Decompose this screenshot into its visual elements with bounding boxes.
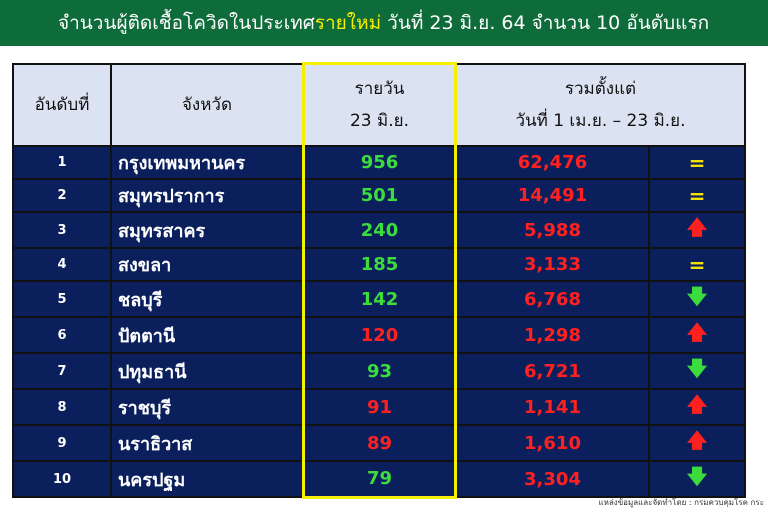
rank-cell: 4 <box>12 247 112 282</box>
province-cell: กรุงเทพมหานคร <box>110 145 305 180</box>
rank-cell: 5 <box>12 280 112 318</box>
daily-cell: 142 <box>302 280 457 318</box>
trend-equal-icon: = <box>648 145 746 180</box>
trend-up-icon: 🡅 <box>648 316 746 354</box>
ranking-table: อันดับที่ จังหวัด รายวัน 23 มิ.ย. รวมตั้ง… <box>12 62 746 499</box>
title-prefix: จำนวนผู้ติดเชื้อโควิดในประเทศ <box>58 12 315 34</box>
table-row: 1 กรุงเทพมหานคร 956 62,476 = <box>12 145 746 180</box>
daily-cell: 93 <box>302 352 457 390</box>
province-cell: สมุทรสาคร <box>110 211 305 249</box>
daily-cell: 956 <box>302 145 457 180</box>
rank-cell: 9 <box>12 424 112 462</box>
header-total: รวมตั้งแต่วันที่ 1 เม.ย. – 23 มิ.ย. <box>454 62 746 147</box>
daily-cell: 240 <box>302 211 457 249</box>
table-row: 4 สงขลา 185 3,133 = <box>12 247 746 282</box>
total-cell: 5,988 <box>454 211 650 249</box>
rank-cell: 7 <box>12 352 112 390</box>
header-province: จังหวัด <box>110 62 305 147</box>
header-daily-line2: 23 มิ.ย. <box>349 111 409 131</box>
table-row: 2 สมุทรปราการ 501 14,491 = <box>12 178 746 213</box>
trend-up-icon: 🡅 <box>648 388 746 426</box>
title-highlight: รายใหม่ <box>314 12 382 34</box>
daily-cell: 91 <box>302 388 457 426</box>
total-cell: 1,610 <box>454 424 650 462</box>
rank-cell: 2 <box>12 178 112 213</box>
table-row: 8 ราชบุรี 91 1,141 🡅 <box>12 388 746 426</box>
province-cell: สงขลา <box>110 247 305 282</box>
total-cell: 14,491 <box>454 178 650 213</box>
header-daily: รายวัน 23 มิ.ย. <box>302 62 457 147</box>
daily-cell: 120 <box>302 316 457 354</box>
total-cell: 1,141 <box>454 388 650 426</box>
title-banner: จำนวนผู้ติดเชื้อโควิดในประเทศรายใหม่ วัน… <box>0 0 768 46</box>
total-cell: 1,298 <box>454 316 650 354</box>
table-row: 7 ปทุมธานี 93 6,721 🡇 <box>12 352 746 390</box>
province-cell: นครปฐม <box>110 460 305 498</box>
rank-cell: 8 <box>12 388 112 426</box>
province-cell: สมุทรปราการ <box>110 178 305 213</box>
daily-cell: 89 <box>302 424 457 462</box>
trend-down-icon: 🡇 <box>648 280 746 318</box>
rank-cell: 1 <box>12 145 112 180</box>
table-row: 9 นราธิวาส 89 1,610 🡅 <box>12 424 746 462</box>
province-cell: นราธิวาส <box>110 424 305 462</box>
header-rank: อันดับที่ <box>12 62 112 147</box>
trend-down-icon: 🡇 <box>648 460 746 498</box>
daily-cell: 79 <box>302 460 457 499</box>
header-total-line2: วันที่ 1 เม.ย. – 23 มิ.ย. <box>515 110 686 131</box>
rank-cell: 3 <box>12 211 112 249</box>
total-cell: 62,476 <box>454 145 650 180</box>
trend-equal-icon: = <box>648 178 746 213</box>
trend-down-icon: 🡇 <box>648 352 746 390</box>
province-cell: ปทุมธานี <box>110 352 305 390</box>
table-row: 10 นครปฐม 79 3,304 🡇 <box>12 460 746 499</box>
daily-cell: 501 <box>302 178 457 213</box>
table-row: 6 ปัตตานี 120 1,298 🡅 <box>12 316 746 354</box>
table-row: 3 สมุทรสาคร 240 5,988 🡅 <box>12 211 746 249</box>
total-cell: 6,768 <box>454 280 650 318</box>
total-cell: 3,133 <box>454 247 650 282</box>
province-cell: ปัตตานี <box>110 316 305 354</box>
rank-cell: 6 <box>12 316 112 354</box>
total-cell: 6,721 <box>454 352 650 390</box>
trend-equal-icon: = <box>648 247 746 282</box>
total-cell: 3,304 <box>454 460 650 498</box>
province-cell: ราชบุรี <box>110 388 305 426</box>
header-total-line1: รวมตั้งแต่ <box>564 78 637 99</box>
header-daily-line1: รายวัน <box>354 79 405 99</box>
province-cell: ชลบุรี <box>110 280 305 318</box>
daily-cell: 185 <box>302 247 457 282</box>
title-suffix: วันที่ 23 มิ.ย. 64 จำนวน 10 อันดับแรก <box>381 12 710 34</box>
trend-up-icon: 🡅 <box>648 424 746 462</box>
rank-cell: 10 <box>12 460 112 498</box>
source-note: แหล่งข้อมูลและจัดทำโดย : กรมควบคุมโรค กร… <box>598 498 764 507</box>
table-row: 5 ชลบุรี 142 6,768 🡇 <box>12 280 746 318</box>
trend-up-icon: 🡅 <box>648 211 746 249</box>
